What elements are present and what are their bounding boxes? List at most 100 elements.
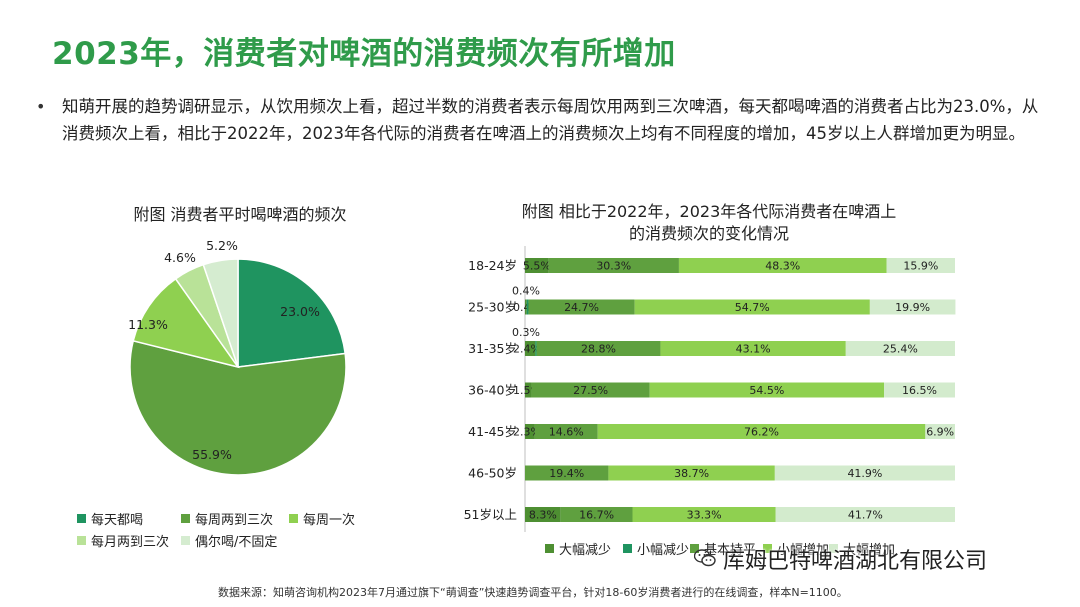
pie-legend-item-5: 偶尔喝/不固定	[181, 531, 277, 550]
bar-value-label-5-4: 76.2%	[744, 426, 779, 439]
pie-legend-label-4: 每月两到三次	[91, 535, 170, 550]
bar-value-label-7-1: 8.3%	[529, 509, 557, 522]
bar-segment-2-5	[869, 299, 956, 315]
bar-category-label-6: 46-50岁	[468, 466, 517, 481]
bar-chart-title-line1: 附图 相比于2022年，2023年各代际消费者在啤酒上	[521, 202, 897, 221]
bar-segment-7-4	[632, 507, 776, 522]
pie-slice-2	[129, 339, 347, 476]
bar-segment-2-3	[528, 299, 635, 315]
bar-legend-swatch-5	[829, 544, 838, 553]
bar-value-label-6-5: 41.9%	[847, 467, 882, 480]
bar-value-label-4-3: 27.5%	[573, 384, 608, 397]
bar-value-label-7-3: 16.7%	[579, 509, 614, 522]
page-title: 2023年，消费者对啤酒的消费频次有所增加	[52, 36, 676, 72]
bar-value-label-3-4: 43.1%	[736, 343, 771, 356]
pie-legend-label-5: 偶尔喝/不固定	[195, 535, 278, 550]
bar-legend-label-4: 小幅增加	[777, 543, 830, 558]
bar-segment-3-1	[525, 341, 536, 356]
pie-legend-item-4: 每月两到三次	[77, 531, 169, 550]
bar-segment-5-1	[525, 424, 535, 439]
bar-value-label-7-5: 41.7%	[848, 509, 883, 522]
bar-legend-label-5: 大幅增加	[843, 543, 896, 558]
pie-label-3: 11.3%	[128, 317, 168, 332]
bar-legend-item-3: 基本持平	[690, 539, 756, 558]
bar-segment-2-1	[525, 299, 527, 315]
bar-legend-item-1: 大幅减少	[545, 539, 611, 558]
pie-legend-label-3: 每周一次	[303, 513, 356, 528]
pie-legend-swatch-2	[181, 514, 190, 523]
bar-legend-swatch-3	[690, 544, 699, 553]
summary-text: 知萌开展的趋势调研显示，从饮用频次上看，超过半数的消费者表示每周饮用两到三次啤酒…	[62, 97, 1039, 143]
bar-segment-2-4	[634, 299, 870, 315]
bar-value-label-6-3: 19.4%	[549, 467, 584, 480]
account-watermark: 库姆巴特啤酒湖北有限公司	[723, 549, 988, 574]
pie-label-5: 5.2%	[206, 238, 238, 253]
bar-segment-1-1	[525, 258, 549, 273]
pie-slice-1	[237, 258, 346, 368]
bar-segment-7-1	[525, 507, 561, 522]
bar-legend-swatch-4	[763, 544, 772, 553]
bar-segment-4-3	[531, 382, 650, 398]
pie-label-4: 4.6%	[164, 250, 196, 265]
bar-segment-3-5	[845, 341, 955, 356]
bar-legend-label-1: 大幅减少	[559, 543, 612, 558]
bar-category-label-1: 18-24岁	[468, 258, 517, 273]
pie-slice-5	[202, 258, 239, 368]
pie-chart: 23.0% 55.9% 11.3% 4.6% 5.2%	[128, 238, 347, 476]
bar-segment-2-2	[526, 299, 529, 315]
bar-segment-1-5	[886, 258, 955, 273]
pie-legend-swatch-5	[181, 536, 190, 545]
bar-segment-5-5	[925, 424, 955, 439]
data-source-note: 数据来源：知萌咨询机构2023年7月通过旗下“萌调查”快速趋势调查平台，针对18…	[218, 586, 848, 599]
bar-legend-item-4: 小幅增加	[763, 539, 829, 558]
bar-category-label-7: 51岁以上	[464, 507, 517, 522]
pie-legend-label-1: 每天都喝	[91, 513, 144, 528]
bar-value-label-1-3: 30.3%	[596, 260, 631, 273]
bar-segment-3-2	[535, 341, 537, 356]
bar-value-label-4-4: 54.5%	[749, 384, 784, 397]
bar-chart-title-line2: 的消费频次的变化情况	[628, 224, 789, 243]
pie-legend-swatch-3	[289, 514, 298, 523]
bar-value-label-3-1: 2.4%	[513, 343, 541, 356]
bar-value-label-3-5: 25.4%	[883, 343, 918, 356]
pie-legend-item-2: 每周两到三次	[181, 509, 273, 528]
pie-legend-label-2: 每周两到三次	[195, 513, 274, 528]
bar-category-label-3: 31-35岁	[468, 341, 517, 356]
bar-segment-6-3	[525, 465, 609, 481]
bar-value-label-3-3: 28.8%	[581, 343, 616, 356]
pie-legend-item-3: 每周一次	[289, 509, 355, 528]
pie-legend-item-1: 每天都喝	[77, 509, 143, 528]
bar-segment-1-4	[678, 258, 887, 273]
bar-segment-7-5	[775, 507, 955, 522]
bar-value-label-4-5: 16.5%	[902, 384, 937, 397]
bar-value-label-6-4: 38.7%	[674, 467, 709, 480]
bar-legend-label-2: 小幅减少	[637, 543, 690, 558]
bar-segment-3-3	[536, 341, 661, 356]
bar-legend-item-5: 大幅增加	[829, 539, 895, 558]
bar-value-label-1-4: 48.3%	[765, 260, 800, 273]
bar-value-label-7-4: 33.3%	[687, 509, 722, 522]
bar-segment-4-1	[525, 382, 532, 398]
bar-legend-swatch-1	[545, 544, 554, 553]
bar-value-label-5-5: 6.9%	[926, 426, 954, 439]
bar-value-label-2-3: 24.7%	[564, 301, 599, 314]
bar-value-label-3-2: 0.3%	[512, 326, 540, 339]
pie-legend-swatch-1	[77, 514, 86, 523]
stacked-bar-chart: 18-24岁5.5%30.3%48.3%15.9%25-30岁0.4%0.4%2…	[464, 246, 956, 532]
bar-value-label-1-1: 5.5%	[523, 260, 551, 273]
bar-segment-4-5	[884, 382, 955, 398]
bar-value-label-2-4: 54.7%	[735, 301, 770, 314]
bar-value-label-5-3: 14.6%	[549, 426, 584, 439]
pie-legend-swatch-4	[77, 536, 86, 545]
pie-chart-title: 附图 消费者平时喝啤酒的频次	[133, 205, 347, 224]
bar-value-label-5-1: 2.3%	[513, 426, 541, 439]
bar-segment-3-4	[660, 341, 846, 356]
wechat-icon	[694, 549, 716, 567]
bar-segment-5-4	[597, 424, 926, 439]
bar-chart-title: 附图 相比于2022年，2023年各代际消费者在啤酒上 的消费频次的变化情况	[474, 201, 944, 245]
bar-category-label-5: 41-45岁	[468, 424, 517, 439]
bar-value-label-1-5: 15.9%	[903, 260, 938, 273]
bar-category-label-4: 36-40岁	[468, 383, 517, 398]
bar-legend-label-3: 基本持平	[704, 543, 757, 558]
bar-category-label-2: 25-30岁	[468, 300, 517, 315]
